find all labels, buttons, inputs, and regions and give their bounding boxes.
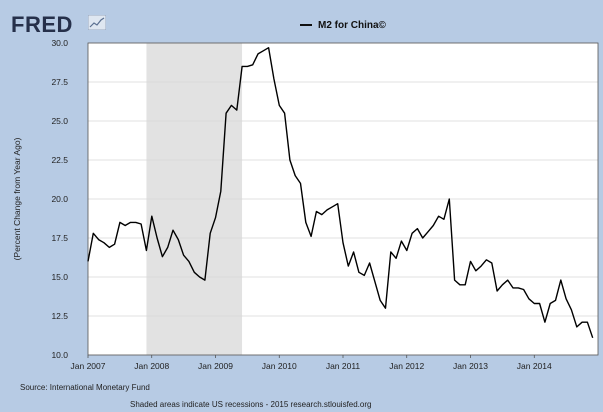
- x-tick-label: Jan 2014: [517, 361, 552, 371]
- x-tick-label: Jan 2010: [262, 361, 297, 371]
- y-tick-label: 27.5: [51, 77, 68, 87]
- fred-logo-graph-icon: [88, 15, 106, 30]
- x-tick-label: Jan 2007: [71, 361, 106, 371]
- recession-note: Shaded areas indicate US recessions - 20…: [130, 400, 372, 409]
- y-tick-label: 25.0: [51, 116, 68, 126]
- source-note: Source: International Monetary Fund: [20, 383, 150, 392]
- y-tick-label: 22.5: [51, 155, 68, 165]
- x-tick-label: Jan 2008: [134, 361, 169, 371]
- x-tick-label: Jan 2012: [389, 361, 424, 371]
- fred-logo: FRED: [11, 12, 73, 37]
- y-tick-label: 10.0: [51, 350, 68, 360]
- y-tick-label: 15.0: [51, 272, 68, 282]
- x-tick-label: Jan 2009: [198, 361, 233, 371]
- legend-label: M2 for China©: [318, 20, 386, 31]
- x-tick-label: Jan 2011: [326, 361, 361, 371]
- y-tick-label: 20.0: [51, 194, 68, 204]
- y-tick-label: 30.0: [51, 38, 68, 48]
- chart-legend: M2 for China©: [300, 20, 386, 31]
- plot-border: [87, 42, 599, 356]
- x-tick-label: Jan 2013: [453, 361, 488, 371]
- series-line: [87, 47, 594, 339]
- y-tick-label: 12.5: [51, 311, 68, 321]
- legend-line-swatch: [300, 24, 312, 27]
- y-axis-label: (Percent Change from Year Ago): [12, 137, 22, 260]
- y-tick-label: 17.5: [51, 233, 68, 243]
